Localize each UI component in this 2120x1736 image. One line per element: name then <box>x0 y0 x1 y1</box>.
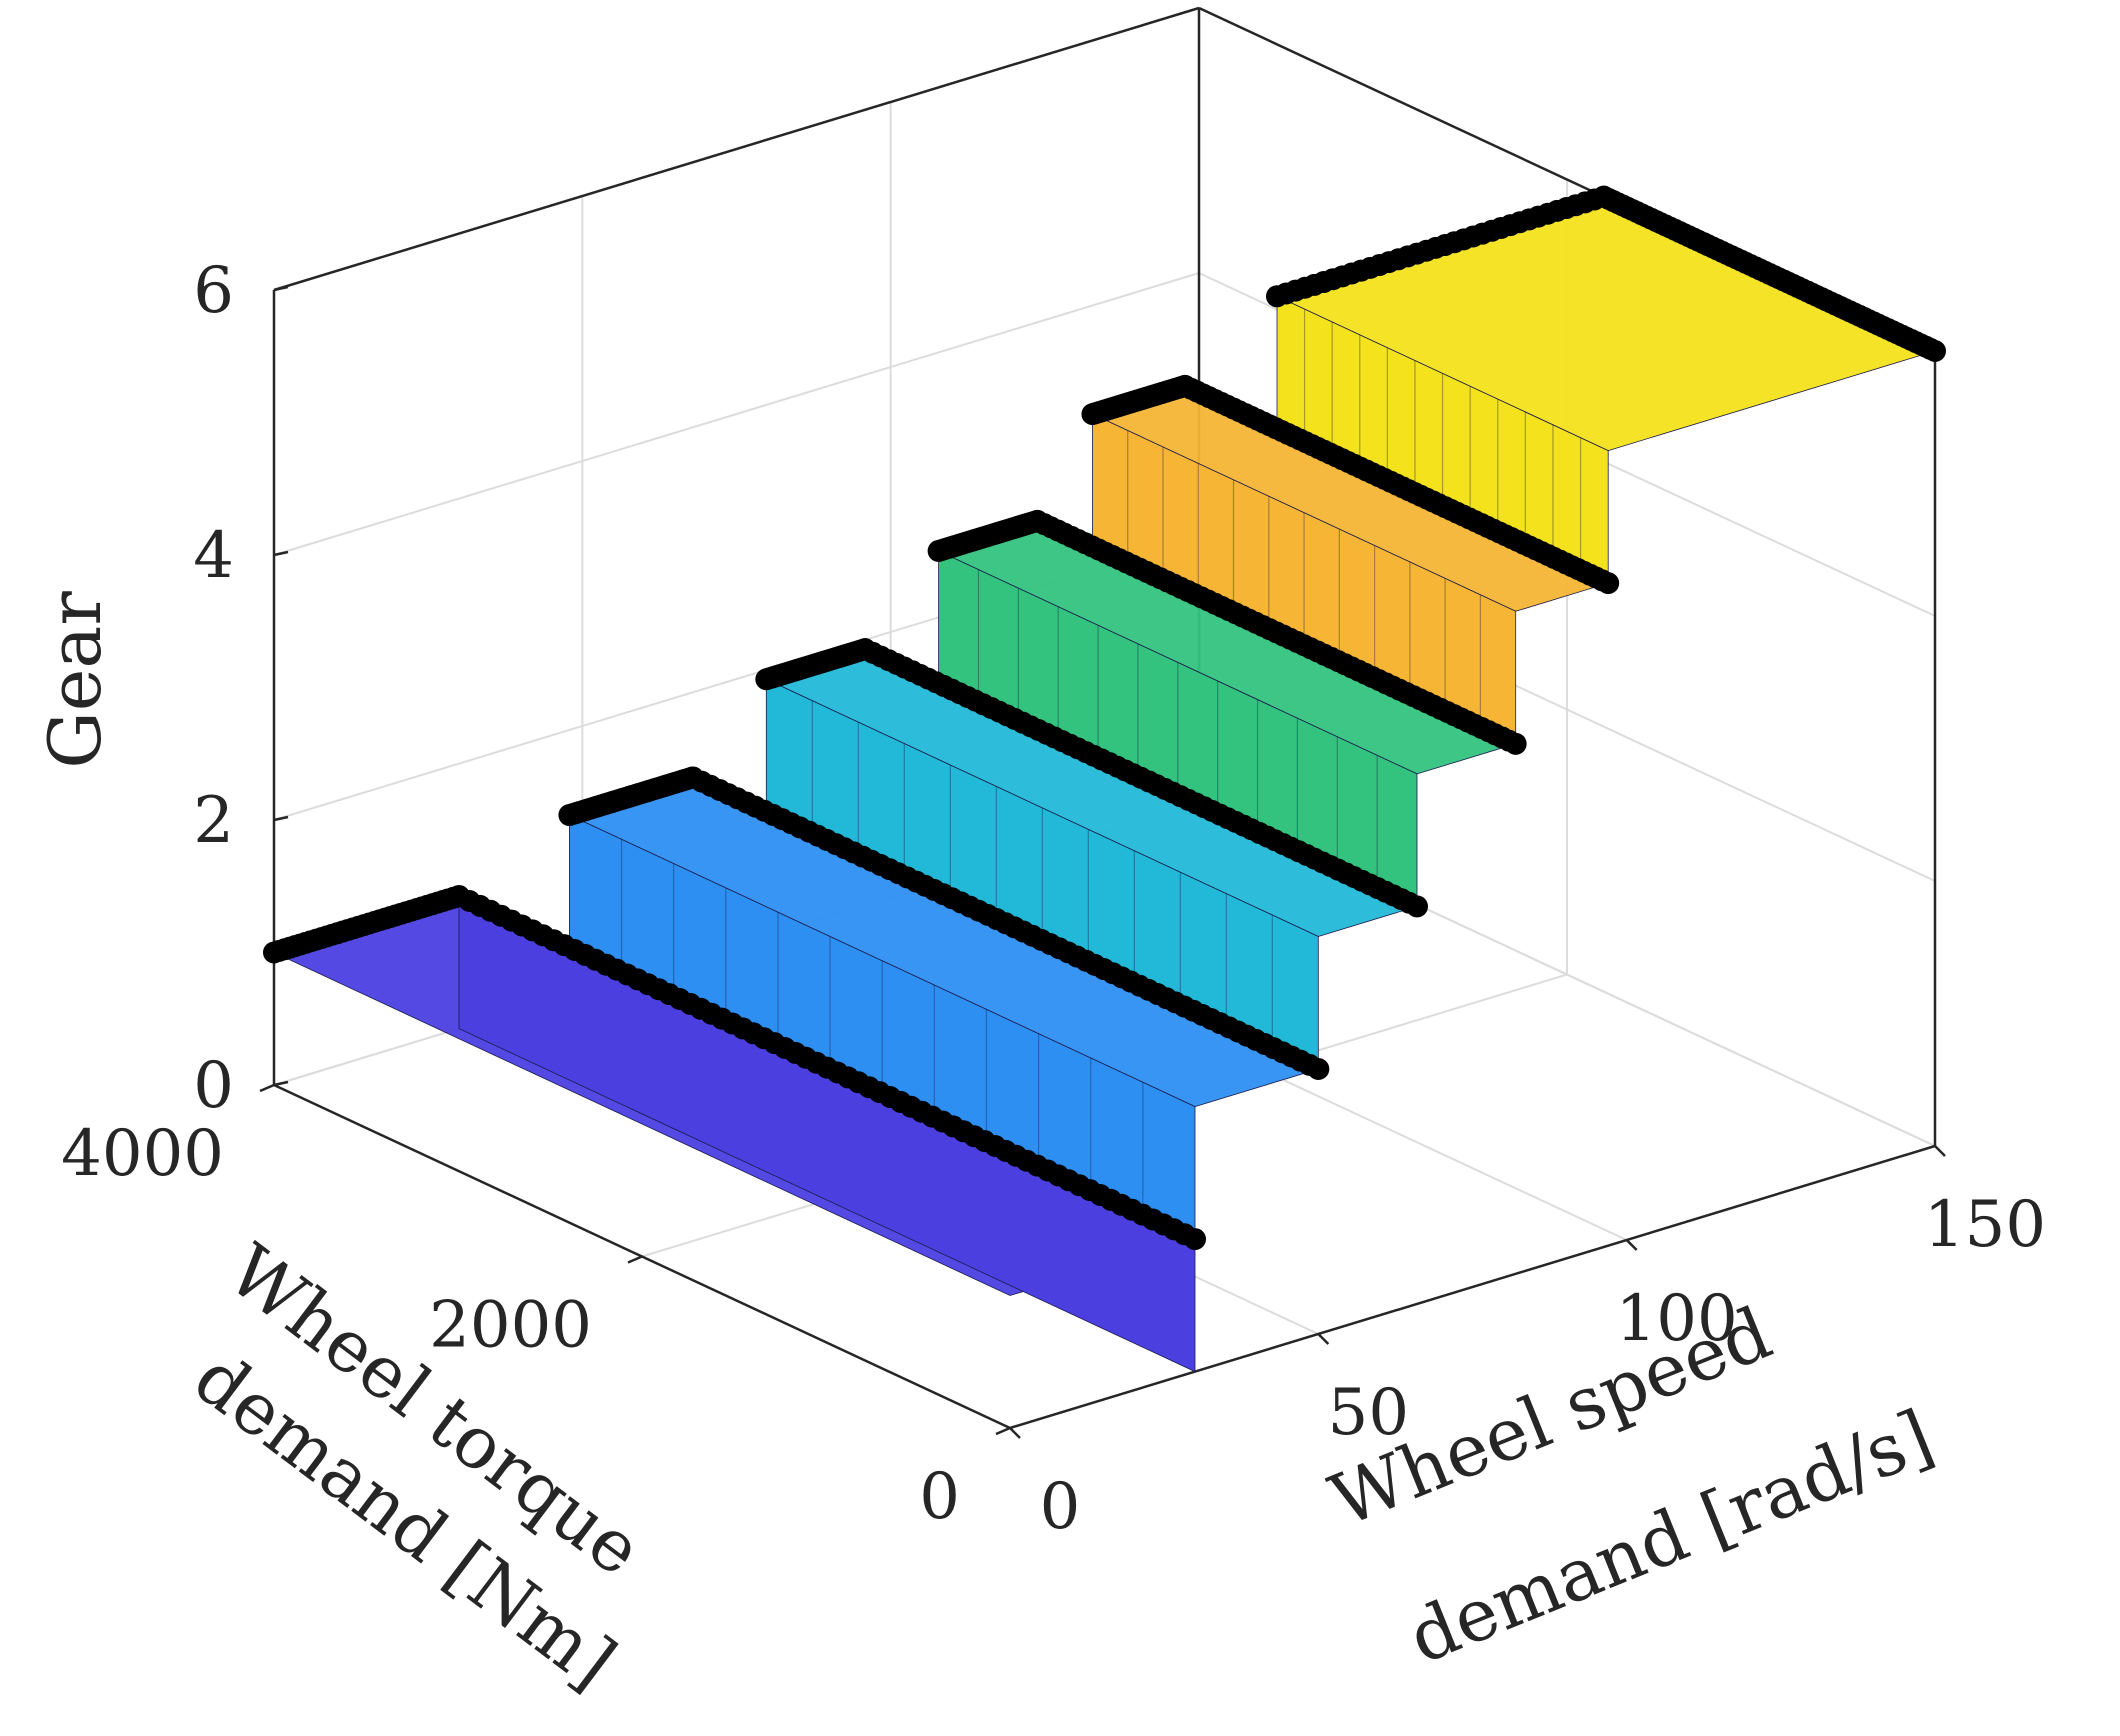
data-point <box>854 638 876 661</box>
z-tick-label: 6 <box>193 254 234 328</box>
z-tick-mark <box>273 550 289 557</box>
x-tick-label: 0 <box>1040 1470 1081 1544</box>
x-tick-label: 50 <box>1328 1376 1409 1450</box>
x-tick-mark <box>1934 1145 1946 1157</box>
z-tick-mark <box>273 285 289 292</box>
z-tick-mark <box>273 1080 289 1087</box>
grid-line <box>273 272 1200 556</box>
z-tick-label: 2 <box>193 784 234 858</box>
gear-surface <box>272 196 1937 1373</box>
axis-edge <box>1009 1144 1936 1430</box>
y-tick-mark <box>627 1255 643 1264</box>
y-tick-label: 2000 <box>429 1289 592 1363</box>
x-tick-mark <box>1625 1239 1638 1251</box>
z-tick-label: 4 <box>193 519 234 593</box>
x-tick-label: 150 <box>1924 1188 2046 1262</box>
y-tick-label: 0 <box>919 1460 960 1534</box>
data-point <box>1026 509 1049 532</box>
data-point <box>681 766 704 789</box>
y-tick-mark <box>995 1426 1011 1436</box>
axis-edge <box>273 6 1200 292</box>
data-point <box>1592 185 1615 208</box>
observed-points <box>263 185 1946 1251</box>
x-tick-mark <box>1317 1333 1330 1345</box>
x-tick-mark <box>1009 1427 1021 1439</box>
x-tick-label: 100 <box>1616 1282 1738 1356</box>
data-point <box>1173 374 1196 397</box>
z-tick-mark <box>273 815 289 822</box>
y-tick-label: 4000 <box>61 1117 224 1191</box>
z-axis-label: Gear <box>33 591 117 769</box>
data-point <box>448 885 470 908</box>
y-tick-mark <box>259 1083 275 1093</box>
z-tick-label: 0 <box>193 1049 234 1123</box>
